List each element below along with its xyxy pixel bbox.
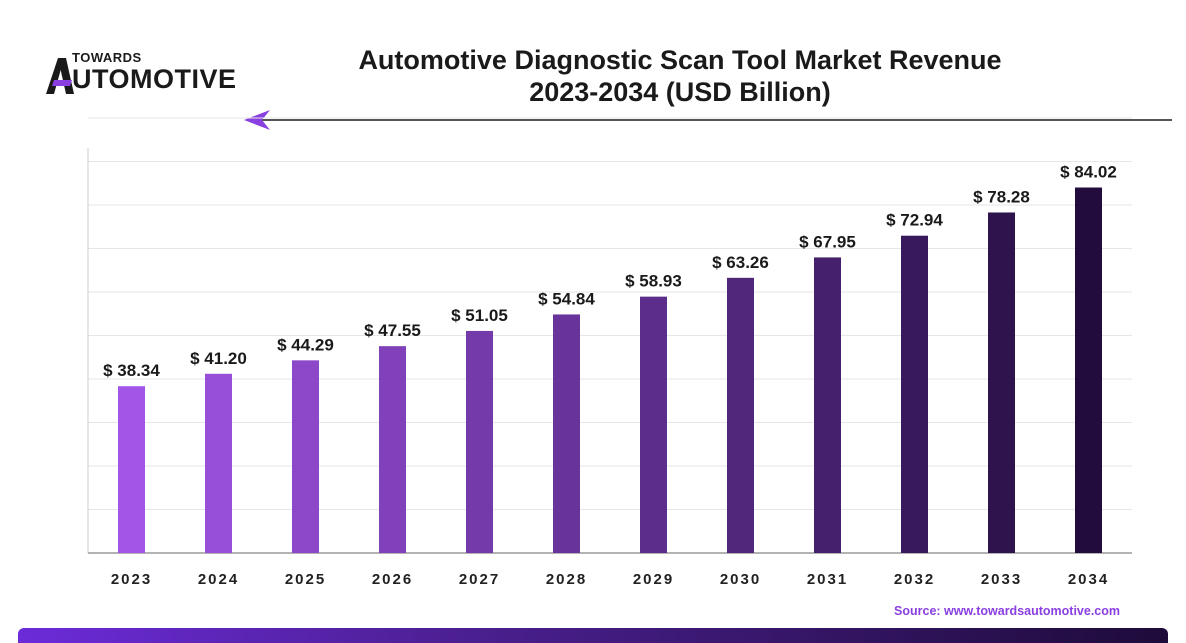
data-label-2031: $ 67.95: [799, 232, 856, 251]
chart-title: Automotive Diagnostic Scan Tool Market R…: [300, 44, 1060, 108]
x-tick-label-2029: 2029: [633, 571, 674, 588]
data-label-2025: $ 44.29: [277, 335, 334, 354]
x-tick-label-2033: 2033: [981, 571, 1022, 588]
chart-title-line: Automotive Diagnostic Scan Tool Market R…: [358, 45, 1002, 75]
data-label-2032: $ 72.94: [886, 211, 943, 230]
bar-2033: [988, 212, 1015, 553]
data-label-2026: $ 47.55: [364, 321, 421, 340]
bar-2027: [466, 330, 493, 553]
bar-2031: [814, 257, 841, 553]
data-label-2024: $ 41.20: [190, 349, 247, 368]
brand-top-text: TOWARDS: [72, 50, 142, 65]
logo-a-icon: [46, 58, 74, 94]
bar-2026: [379, 346, 406, 553]
data-label-2033: $ 78.28: [973, 187, 1030, 206]
bar-2028: [553, 314, 580, 553]
x-tick-label-2030: 2030: [720, 571, 761, 588]
bar-2032: [901, 235, 928, 553]
data-label-2029: $ 58.93: [625, 272, 682, 291]
data-label-2030: $ 63.26: [712, 253, 769, 272]
x-tick-label-2034: 2034: [1068, 571, 1109, 588]
x-tick-label-2025: 2025: [285, 571, 326, 588]
bar-2024: [205, 373, 232, 553]
left-arrow-icon: [244, 110, 1172, 130]
x-tick-label-2031: 2031: [807, 571, 848, 588]
bar-2025: [292, 360, 319, 553]
chart-subtitle-line: 2023-2034 (USD Billion): [529, 77, 831, 107]
x-tick-label-2032: 2032: [894, 571, 935, 588]
data-label-2034: $ 84.02: [1060, 163, 1117, 182]
data-label-2027: $ 51.05: [451, 306, 508, 325]
bar-2023: [118, 386, 145, 553]
brand-logo: TOWARDS UTOMOTIVE: [44, 50, 254, 98]
data-label-2028: $ 54.84: [538, 289, 595, 308]
bar-2029: [640, 296, 667, 553]
data-label-2023: $ 38.34: [103, 361, 160, 380]
x-tick-label-2026: 2026: [372, 571, 413, 588]
bar-2034: [1075, 187, 1102, 553]
x-tick-label-2024: 2024: [198, 571, 239, 588]
x-tick-label-2028: 2028: [546, 571, 587, 588]
brand-bottom-text: UTOMOTIVE: [72, 64, 237, 94]
bar-2030: [727, 277, 754, 553]
source-note: Source: www.towardsautomotive.com: [894, 604, 1120, 618]
x-tick-label-2023: 2023: [111, 571, 152, 588]
x-tick-label-2027: 2027: [459, 571, 500, 588]
footer-bar: [18, 628, 1168, 643]
